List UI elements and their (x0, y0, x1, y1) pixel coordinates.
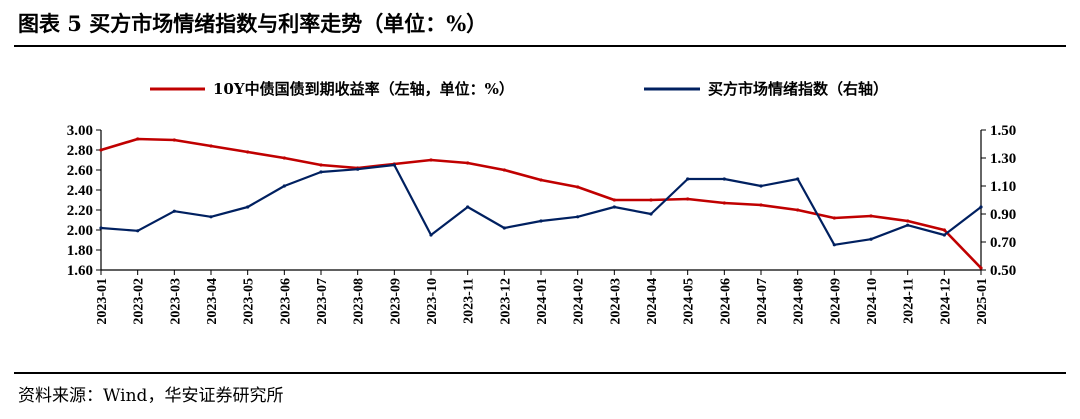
bond-yield-point (979, 266, 983, 270)
x-tick-label: 2023-11 (462, 278, 477, 324)
x-tick-label: 2023-04 (205, 278, 220, 325)
figure-title: 图表 5 买方市场情绪指数与利率走势（单位：%） (18, 11, 488, 36)
right-y-tick-label: 0.70 (990, 235, 1016, 251)
x-tick-label: 2024-08 (792, 278, 807, 325)
sentiment-index-point (576, 215, 580, 219)
right-y-tick-label: 1.50 (990, 123, 1016, 139)
right-y-tick-label: 1.30 (990, 151, 1016, 167)
bond-yield-point (722, 201, 726, 205)
left-y-tick-label: 2.80 (67, 143, 93, 159)
sentiment-index-point (686, 177, 690, 181)
sentiment-index-point (906, 223, 910, 227)
left-y-tick-label: 3.00 (67, 123, 93, 139)
bond-yield-point (686, 197, 690, 201)
bond-yield-point (796, 208, 800, 212)
series-layer (99, 137, 983, 270)
axes: 3.00 2.80 2.60 2.40 2.20 2.00 1.80 1.60 1.50 1.30… (67, 123, 1017, 325)
source-note: 资料来源：Wind，华安证券研究所 (18, 386, 284, 406)
x-tick-label: 2023-07 (315, 278, 330, 325)
bond-yield-point (246, 150, 250, 154)
x-tick-label: 2023-06 (278, 278, 293, 325)
x-tick-label: 2024-04 (645, 278, 660, 325)
sentiment-index-point (209, 215, 213, 219)
sentiment-index-point (429, 233, 433, 237)
x-tick-label: 2024-05 (682, 278, 697, 325)
sentiment-index-point (979, 205, 983, 209)
x-tick-label: 2024-09 (828, 278, 843, 325)
x-tick-label: 2023-09 (388, 278, 403, 325)
x-tick-label: 2023-08 (352, 278, 367, 325)
bond-yield-point (576, 185, 580, 189)
sentiment-index-point (172, 209, 176, 213)
sentiment-index-point (136, 229, 140, 233)
sentiment-index-point (612, 205, 616, 209)
x-tick-label: 2023-01 (95, 278, 110, 325)
right-y-tick-label: 1.10 (990, 179, 1016, 195)
sentiment-index-point (942, 233, 946, 237)
sentiment-index-point (99, 226, 103, 230)
left-y-tick-label: 1.60 (67, 263, 93, 279)
bond-yield-point (612, 198, 616, 202)
sentiment-index-point (466, 205, 470, 209)
bond-yield-point (759, 203, 763, 207)
left-y-tick-label: 2.00 (67, 223, 93, 239)
bond-yield-point (136, 137, 140, 141)
x-tick-label: 2025-01 (975, 278, 990, 325)
x-tick-label: 2024-12 (938, 278, 953, 325)
bond-yield-point (832, 216, 836, 220)
bond-yield-point (942, 228, 946, 232)
sentiment-index-point (539, 219, 543, 223)
left-y-tick-label: 2.40 (67, 183, 93, 199)
bond-yield-point (466, 161, 470, 165)
sentiment-index-point (649, 212, 653, 216)
bond-yield-point (502, 168, 506, 172)
x-tick-label: 2024-03 (608, 278, 623, 325)
bond-yield-point (906, 219, 910, 223)
x-tick-label: 2024-10 (865, 278, 880, 325)
legend-label-sentiment-index: 买方市场情绪指数（右轴） (708, 80, 888, 98)
title-rule (14, 45, 1066, 47)
sentiment-index-point (722, 177, 726, 181)
x-tick-label: 2023-10 (425, 278, 440, 325)
bond-yield-point (282, 156, 286, 160)
x-tick-label: 2023-03 (168, 278, 183, 325)
x-tick-label: 2023-05 (242, 278, 257, 325)
x-tick-label: 2023-12 (498, 278, 513, 325)
sentiment-index-point (392, 163, 396, 167)
right-y-tick-label: 0.90 (990, 207, 1016, 223)
left-y-tick-label: 2.20 (67, 203, 93, 219)
bond-yield-point (319, 163, 323, 167)
x-tick-label: 2024-11 (902, 278, 917, 324)
series-line-sentiment-index (100, 163, 982, 246)
sentiment-index-point (832, 243, 836, 247)
left-y-tick-label: 1.80 (67, 243, 93, 259)
sentiment-index-point (246, 205, 250, 209)
x-tick-label: 2024-01 (535, 278, 550, 325)
right-y-tick-label: 0.50 (990, 263, 1016, 279)
sentiment-index-point (319, 170, 323, 174)
sentiment-index-point (796, 177, 800, 181)
bond-yield-point (429, 158, 433, 162)
left-y-tick-label: 2.60 (67, 163, 93, 179)
sentiment-index-point (759, 184, 763, 188)
series-line-bond-yield (100, 137, 982, 269)
legend-label-bond-yield: 10Y中债国债到期收益率（左轴，单位：%） (213, 80, 514, 98)
sentiment-index-point (356, 167, 360, 171)
sentiment-index-point (502, 226, 506, 230)
x-tick-label: 2024-02 (572, 278, 587, 325)
bond-yield-point (99, 148, 103, 152)
x-tick-label: 2024-07 (755, 278, 770, 325)
x-tick-label: 2024-06 (718, 278, 733, 325)
sentiment-index-point (282, 184, 286, 188)
source-rule (14, 372, 1066, 374)
bond-yield-point (869, 214, 873, 218)
bond-yield-point (539, 178, 543, 182)
legend: 10Y中债国债到期收益率（左轴，单位：%） 买方市场情绪指数（右轴） (150, 80, 888, 98)
x-tick-label: 2023-02 (132, 278, 147, 325)
sentiment-index-point (869, 237, 873, 241)
bond-yield-point (209, 144, 213, 148)
bond-yield-point (172, 138, 176, 142)
bond-yield-point (649, 198, 653, 202)
